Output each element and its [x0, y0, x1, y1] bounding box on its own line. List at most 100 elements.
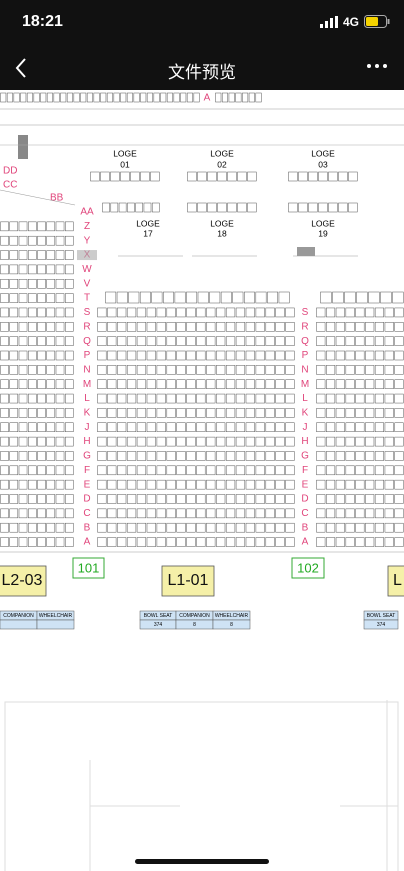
seat: [46, 307, 56, 318]
seat: [46, 235, 56, 246]
seat: [107, 537, 117, 547]
seat: [255, 307, 265, 318]
seat: [355, 422, 365, 432]
seat: [97, 479, 107, 490]
seat: [216, 451, 226, 461]
seat: [394, 322, 404, 332]
table-header: COMPANION: [3, 613, 34, 619]
seat: [156, 436, 166, 447]
seat: [186, 291, 198, 304]
seat: [285, 494, 295, 504]
seat: [174, 291, 186, 304]
seat: [37, 408, 46, 418]
row-label: F: [302, 465, 308, 476]
seat: [46, 522, 56, 533]
seat: [265, 307, 275, 318]
aisle: [77, 250, 97, 261]
seat: [245, 479, 255, 490]
seat: [28, 436, 37, 447]
seat: [37, 379, 46, 389]
seat: [232, 291, 244, 304]
seat: [206, 322, 216, 332]
back-button[interactable]: [12, 56, 32, 80]
seat: [151, 202, 160, 213]
seat: [46, 250, 56, 260]
seat: [166, 508, 176, 519]
table-cell: [0, 619, 38, 630]
home-indicator: [135, 859, 269, 864]
row-label: S: [84, 307, 91, 318]
seat: [65, 336, 74, 346]
seat: [166, 336, 176, 346]
seat: [380, 291, 392, 304]
seat: [237, 202, 247, 213]
more-button[interactable]: [366, 62, 388, 70]
seat: [126, 365, 137, 375]
seat: [206, 465, 216, 476]
seat: [216, 508, 226, 519]
seat: [0, 479, 9, 490]
seat: [9, 537, 19, 547]
seat: [384, 494, 394, 504]
seat: [160, 92, 167, 103]
seat: [225, 393, 236, 404]
seat: [316, 537, 326, 547]
seat: [355, 379, 365, 389]
seat: [156, 307, 166, 318]
seat: [318, 171, 328, 182]
seat: [18, 264, 28, 275]
seat: [28, 350, 37, 361]
seat: [197, 202, 207, 213]
seat: [110, 202, 119, 213]
seat: [335, 508, 345, 519]
seat: [335, 436, 345, 447]
seat: [126, 479, 137, 490]
seat: [107, 465, 117, 476]
seat: [316, 336, 326, 346]
seat: [107, 408, 117, 418]
seat: [117, 508, 127, 519]
seat: [97, 494, 107, 504]
seat: [275, 350, 285, 361]
seat: [196, 307, 206, 318]
seat: [374, 408, 384, 418]
seat: [135, 202, 143, 213]
row-label: G: [83, 451, 91, 462]
seat: [9, 451, 19, 461]
seat: [40, 92, 47, 103]
seat: [285, 537, 295, 547]
seat: [245, 537, 255, 547]
seat: [153, 92, 160, 103]
seat: [374, 365, 384, 375]
seat: [206, 365, 216, 375]
seat: [335, 479, 345, 490]
seat: [316, 465, 326, 476]
seat: [136, 393, 147, 404]
seat: [65, 279, 74, 289]
seat: [196, 408, 206, 418]
seat: [247, 202, 257, 213]
seat: [196, 537, 206, 547]
seat: [255, 422, 265, 432]
seat: [156, 494, 166, 504]
seat: [255, 408, 265, 418]
seat: [216, 408, 226, 418]
seat: [235, 393, 246, 404]
seat: [65, 307, 74, 318]
seat: [285, 336, 295, 346]
seat: [166, 494, 176, 504]
plan-frame: [4, 701, 399, 871]
seat: [166, 522, 176, 533]
seat: [0, 436, 9, 447]
seat: [46, 279, 56, 289]
seat: [394, 350, 404, 361]
seat: [107, 522, 117, 533]
seat: [245, 336, 255, 346]
seat: [0, 379, 9, 389]
seat: [308, 202, 318, 213]
seat: [126, 408, 137, 418]
seat: [255, 322, 265, 332]
seat: [176, 479, 186, 490]
seat: [186, 322, 196, 332]
seat: [265, 522, 275, 533]
